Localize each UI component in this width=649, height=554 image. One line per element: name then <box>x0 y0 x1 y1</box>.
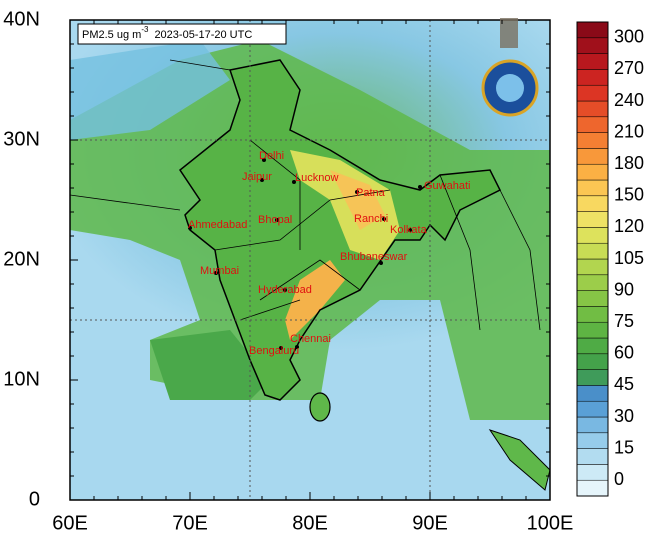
city-dot <box>283 288 287 292</box>
colorbar-band <box>576 321 609 339</box>
colorbar-tick-label: 270 <box>614 58 644 78</box>
city-dot <box>262 158 266 162</box>
colorbar-band <box>576 53 609 70</box>
city-dot <box>295 345 299 349</box>
colorbar-band <box>576 432 609 449</box>
title-box <box>77 23 287 45</box>
colorbar-tick-label: 90 <box>614 279 634 299</box>
colorbar-band <box>576 179 609 197</box>
city-dot <box>214 271 218 275</box>
city-label: Hyderabad <box>258 284 312 296</box>
colorbar-band <box>576 69 609 86</box>
x-tick-label: 100E <box>527 512 574 534</box>
colorbar-band <box>576 84 609 102</box>
city-label: Bhopal <box>258 214 292 226</box>
city-labels: Delhi Jaipur Lucknow Patna Guwahati Ahmedabad… <box>188 150 470 357</box>
y-tick-label: 20N <box>3 248 40 270</box>
colorbar-band <box>576 448 609 465</box>
y-tick-label: 30N <box>3 128 40 150</box>
colorbar-tick-label: 0 <box>614 469 624 489</box>
x-tick-label: 80E <box>292 512 328 534</box>
colorbar-band <box>576 132 609 149</box>
city-dot <box>379 261 383 265</box>
colorbar-band <box>576 385 609 402</box>
colorbar-band <box>576 416 609 434</box>
colorbar-tick-label: 15 <box>614 437 634 457</box>
map-title: PM2.5 ug m-3 2023-05-17-20 UTC <box>82 25 252 41</box>
colorbar-band <box>576 37 609 54</box>
y-tick-label: 0 <box>29 488 40 510</box>
city-label: Chennai <box>290 333 331 345</box>
colorbar-tick-label: 120 <box>614 216 644 236</box>
colorbar-band <box>576 163 609 181</box>
title-superscript: -3 <box>141 25 149 34</box>
city-label: Bengaluru <box>249 345 299 357</box>
colorbar-band <box>576 479 609 497</box>
colorbar-tick-label: 180 <box>614 153 644 173</box>
city-label: Jaipur <box>242 171 272 183</box>
title-date: 2023-05-17-20 UTC <box>154 29 252 41</box>
colorbar-tick-label: 30 <box>614 406 634 426</box>
colorbar-tick-label: 150 <box>614 185 644 205</box>
colorbar-band <box>576 337 609 355</box>
colorbar-band <box>576 353 609 370</box>
colorbar-frame <box>576 21 609 497</box>
city-label: Lucknow <box>295 172 338 184</box>
city-dot <box>279 346 283 350</box>
colorbar-band <box>576 242 609 260</box>
colorbar-tick-label: 240 <box>614 90 644 110</box>
city-label: Mumbai <box>200 265 239 277</box>
colorbar-band <box>576 400 609 418</box>
colorbar-band <box>576 195 609 212</box>
colorbar-tick-label: 75 <box>614 311 634 331</box>
city-dot <box>355 190 359 194</box>
city-dot <box>292 180 296 184</box>
city-label: Guwahati <box>424 180 470 192</box>
city-label: Delhi <box>259 150 284 162</box>
city-dot <box>260 178 264 182</box>
city-dot <box>382 217 386 221</box>
colorbar-band <box>576 21 609 39</box>
colorbar-band <box>576 116 609 133</box>
colorbar-tick-label: 45 <box>614 374 634 394</box>
x-tick-label: 90E <box>412 512 448 534</box>
colorbar-tick-label: 300 <box>614 27 644 47</box>
y-tick-label: 10N <box>3 368 40 390</box>
colorbar-band <box>576 100 609 118</box>
title-text: PM2.5 ug m <box>82 29 141 41</box>
city-dot <box>418 185 422 189</box>
colorbar-band <box>576 369 609 386</box>
logo <box>481 18 539 117</box>
colorbar-band <box>576 290 609 307</box>
colorbar-band <box>576 148 609 165</box>
city-label: Ranchi <box>354 213 388 225</box>
city-dot <box>408 228 412 232</box>
colorbar-band <box>576 464 609 481</box>
city-dot <box>188 226 192 230</box>
city-label: Patna <box>356 187 386 199</box>
city-label: Ahmedabad <box>188 219 247 231</box>
colorbar-band <box>576 306 609 323</box>
colorbar-band <box>576 258 609 276</box>
x-tick-label: 60E <box>52 512 88 534</box>
colorbar-band <box>576 211 609 228</box>
colorbar-tick-label: 210 <box>614 121 644 141</box>
colorbar-tick-label: 60 <box>614 343 634 363</box>
city-label: Bhubaneswar <box>340 251 408 263</box>
x-tick-label: 70E <box>172 512 208 534</box>
colorbar-band <box>576 274 609 291</box>
y-tick-label: 40N <box>3 8 40 30</box>
pm25-field <box>70 20 550 500</box>
city-dot <box>275 218 279 222</box>
colorbar-tick-label: 105 <box>614 248 644 268</box>
colorbar-band <box>576 227 609 244</box>
city-label: Kolkata <box>390 224 428 236</box>
